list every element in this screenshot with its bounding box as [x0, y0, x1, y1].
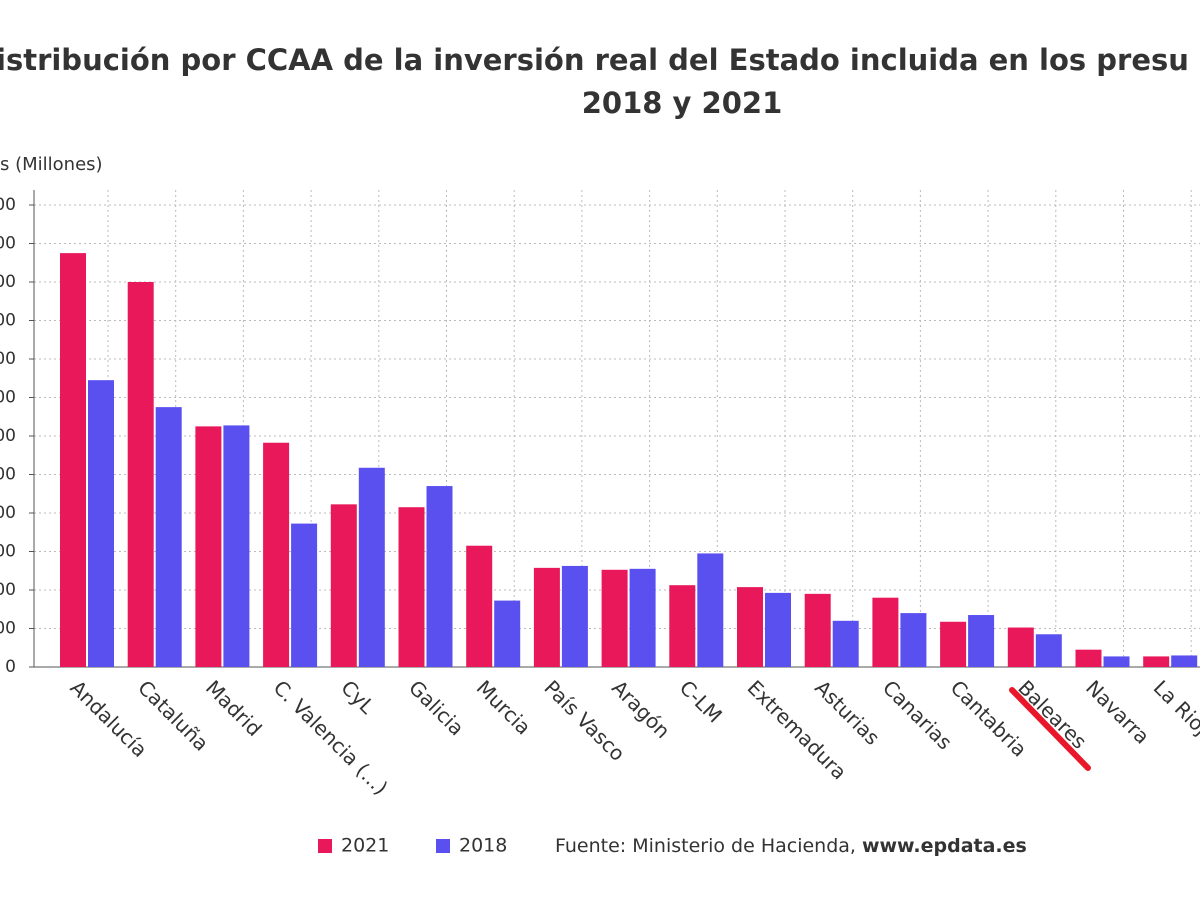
x-tick-label: Madrid	[201, 675, 267, 741]
y-tick-label: 800	[0, 503, 16, 523]
legend-label: 2018	[459, 835, 507, 857]
y-tick-label: 200	[0, 619, 16, 639]
bar	[1007, 627, 1034, 667]
bar	[127, 282, 154, 667]
y-tick-label: 2400	[0, 195, 16, 215]
bar	[223, 425, 250, 667]
x-tick-label: C. Valencia (...)	[269, 675, 393, 799]
bar	[1143, 656, 1170, 667]
x-tick-label: Canarias	[878, 675, 957, 754]
source: Fuente: Ministerio de Hacienda, www.epdat…	[555, 835, 1027, 857]
bar	[561, 565, 588, 667]
bar	[940, 621, 967, 667]
bar	[1035, 634, 1062, 667]
x-tick-label: Aragón	[607, 675, 675, 743]
bar	[804, 593, 831, 667]
bar	[155, 407, 182, 667]
legend-label: 2021	[341, 835, 389, 857]
source-text: Fuente: Ministerio de Hacienda,	[555, 835, 856, 857]
x-tick-label: C-LM	[675, 675, 727, 727]
y-axis-label: s (Millones)	[0, 154, 103, 175]
bar	[426, 486, 453, 667]
bar	[398, 507, 425, 667]
x-tick-label: La Rioja	[1149, 675, 1200, 748]
bar	[88, 380, 114, 667]
bar	[629, 568, 656, 667]
bar	[330, 504, 357, 667]
chart-subtitle: 2018 y 2021	[582, 86, 783, 120]
bar	[1075, 649, 1102, 667]
legend-swatch	[318, 839, 332, 853]
bar	[533, 567, 560, 667]
y-tick-label: 2000	[0, 272, 16, 292]
source-link: www.epdata.es	[862, 835, 1027, 857]
legend-swatch	[436, 839, 450, 853]
bar	[832, 620, 859, 667]
bar	[765, 592, 791, 667]
y-tick-label: 1000	[0, 465, 16, 485]
bar	[291, 523, 318, 667]
chart-title: istribución por CCAA de la inversión rea…	[0, 43, 1189, 77]
x-tick-label: Murcia	[472, 675, 536, 739]
y-tick-label: 1200	[0, 426, 16, 446]
bar	[697, 553, 724, 667]
y-tick-label: 1400	[0, 388, 16, 408]
y-tick-label: 2200	[0, 234, 16, 254]
bar	[195, 426, 222, 667]
bar	[60, 253, 86, 667]
bar	[1171, 655, 1198, 667]
y-tick-label: 0	[5, 657, 16, 677]
y-tick-label: 400	[0, 580, 16, 600]
bar	[669, 585, 696, 667]
bar	[737, 587, 763, 667]
bar	[900, 613, 927, 667]
bar	[1103, 656, 1130, 667]
bar	[466, 545, 493, 667]
bar	[872, 597, 899, 667]
x-tick-label: Navarra	[1081, 675, 1154, 748]
y-tick-label: 1600	[0, 349, 16, 369]
bar	[494, 600, 521, 667]
highlight-strike	[1009, 687, 1091, 771]
x-tick-label: Galicia	[404, 675, 469, 740]
x-tick-label: CyL	[336, 675, 380, 719]
bar	[263, 442, 290, 667]
y-tick-label: 600	[0, 542, 16, 562]
y-tick-label: 1800	[0, 311, 16, 331]
bar	[968, 615, 995, 667]
bar	[601, 569, 628, 667]
bar	[358, 467, 385, 667]
